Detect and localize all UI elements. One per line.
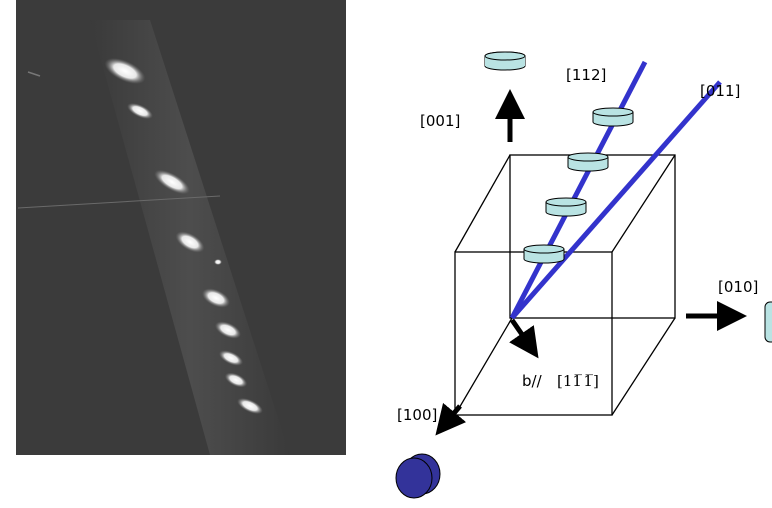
micrograph bbox=[16, 0, 346, 455]
label-112: [112] bbox=[566, 66, 606, 84]
label-001: [001] bbox=[420, 112, 460, 130]
label-010: [010] bbox=[718, 278, 758, 296]
figure: [001] [112] [011] [010] [100] b// [11̅ 1… bbox=[0, 0, 772, 508]
direction-lines bbox=[512, 62, 720, 318]
figure-canvas: [001] [112] [011] [010] [100] b// [11̅ 1… bbox=[0, 0, 772, 508]
label-100: [100] bbox=[397, 406, 437, 424]
label-burgers-dir: [11̅ 1̅] bbox=[557, 372, 599, 390]
label-011: [011] bbox=[700, 82, 740, 100]
label-burgers: b// bbox=[522, 372, 543, 390]
blue-disc bbox=[396, 454, 440, 498]
